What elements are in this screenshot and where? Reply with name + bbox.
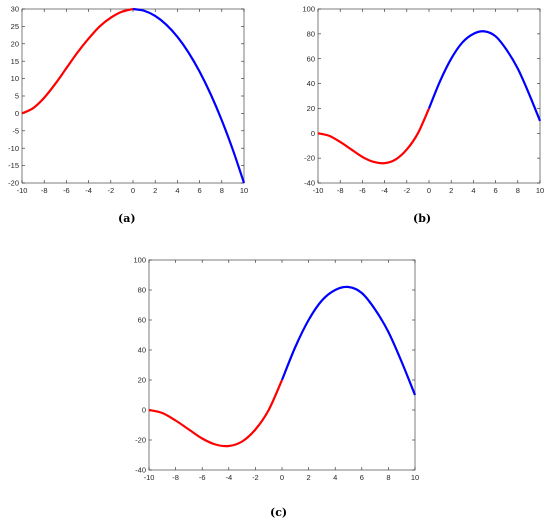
y-tick-label: 20	[138, 376, 146, 385]
y-tick-label: -5	[12, 126, 19, 135]
x-tick-label: -4	[85, 186, 92, 195]
y-tick-label: 0	[142, 406, 146, 415]
y-tick-label: 60	[138, 316, 146, 325]
x-tick-label: 10	[536, 186, 544, 195]
y-tick-label: 0	[15, 109, 19, 118]
y-tick-label: 15	[11, 57, 19, 66]
x-tick-label: -10	[17, 186, 28, 195]
plot-area-a: -10 -8 -6 -4 -2 0 2 4 6 8 10-20-15-10-505101520253…	[8, 5, 248, 195]
x-tick-label: 6	[360, 473, 364, 482]
series-line-negative-x	[21, 7, 134, 115]
x-tick-label: 0	[131, 186, 135, 195]
series-line-positive-x	[280, 285, 417, 396]
y-tick-label: 25	[11, 22, 19, 31]
series-line-negative-x	[148, 379, 284, 448]
series-line-negative-x	[317, 107, 431, 165]
caption-c: (c)	[270, 506, 288, 519]
y-tick-label: -20	[135, 436, 146, 445]
y-tick-label: 5	[15, 92, 19, 101]
x-tick-label: -4	[381, 186, 388, 195]
y-tick-label: 20	[307, 104, 315, 113]
caption-b: (b)	[413, 212, 432, 225]
x-tick-label: -8	[41, 186, 48, 195]
x-tick-label: -8	[172, 473, 179, 482]
x-tick-label: 8	[386, 473, 390, 482]
y-tick-label: 100	[133, 256, 146, 265]
y-tick-label: 30	[11, 5, 19, 14]
y-tick-label: -40	[135, 466, 146, 475]
x-tick-label: 0	[280, 473, 284, 482]
x-tick-label: 2	[307, 473, 311, 482]
y-tick-label: 80	[138, 286, 146, 295]
x-tick-label: 4	[333, 473, 337, 482]
x-tick-label: 4	[471, 186, 475, 195]
y-tick-label: 60	[307, 54, 315, 63]
series-line-positive-x	[427, 30, 542, 122]
x-tick-label: -4	[225, 473, 232, 482]
y-tick-label: 80	[307, 29, 315, 38]
y-tick-label: -15	[8, 161, 19, 170]
x-tick-label: 10	[411, 473, 419, 482]
x-tick-label: -6	[199, 473, 206, 482]
x-tick-label: -10	[313, 186, 324, 195]
axes-frame	[148, 259, 416, 471]
y-tick-label: 100	[302, 5, 315, 14]
x-tick-label: -8	[337, 186, 344, 195]
x-tick-label: 0	[427, 186, 431, 195]
x-tick-label: 4	[175, 186, 179, 195]
y-tick-label: -40	[304, 179, 315, 188]
x-tick-label: -10	[144, 473, 155, 482]
y-tick-label: 0	[311, 129, 315, 138]
y-tick-label: 20	[11, 39, 19, 48]
y-tick-label: 10	[11, 74, 19, 83]
y-tick-label: -10	[8, 144, 19, 153]
x-tick-label: -6	[359, 186, 366, 195]
x-tick-label: 8	[220, 186, 224, 195]
x-tick-label: -2	[107, 186, 114, 195]
y-tick-label: 40	[307, 79, 315, 88]
x-tick-label: -2	[403, 186, 410, 195]
x-tick-label: -2	[252, 473, 259, 482]
caption-a: (a)	[118, 212, 136, 225]
x-tick-label: -6	[63, 186, 70, 195]
y-tick-label: -20	[304, 154, 315, 163]
y-tick-label: -20	[8, 179, 19, 188]
x-tick-label: 6	[494, 186, 498, 195]
x-tick-label: 2	[449, 186, 453, 195]
x-tick-label: 8	[516, 186, 520, 195]
x-tick-label: 10	[240, 186, 248, 195]
x-tick-label: 6	[198, 186, 202, 195]
y-tick-label: 40	[138, 346, 146, 355]
series-line-positive-x	[132, 7, 246, 184]
x-tick-label: 2	[153, 186, 157, 195]
